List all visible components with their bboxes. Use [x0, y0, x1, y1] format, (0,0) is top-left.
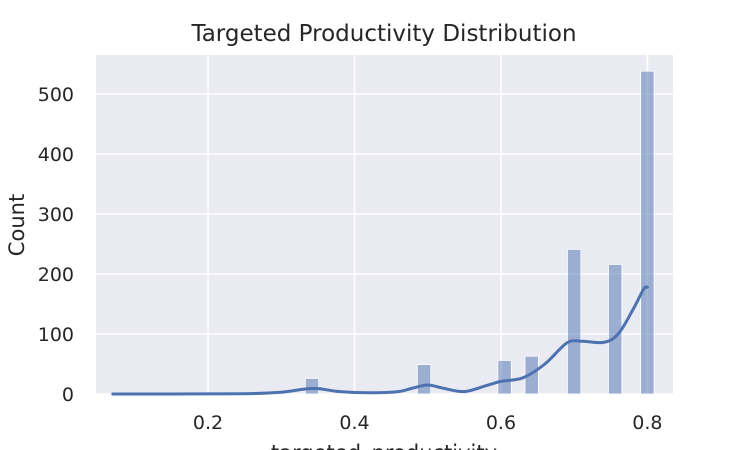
x-tick-labels: 0.2 0.4 0.6 0.8 [193, 412, 663, 434]
y-tick-label: 300 [38, 204, 74, 226]
histogram-bar [640, 70, 655, 395]
plot-area [96, 55, 673, 394]
histogram-bar [608, 263, 623, 395]
x-axis-label: targeted_productivity [271, 441, 497, 450]
x-tick-label: 0.6 [486, 412, 516, 434]
histogram-bar [524, 355, 539, 395]
kde-line [111, 285, 649, 396]
y-tick-label: 100 [38, 324, 74, 346]
x-tick-label: 0.8 [632, 412, 662, 434]
y-axis-label: Count [5, 194, 29, 256]
x-tick-label: 0.4 [339, 412, 369, 434]
y-tick-label: 200 [38, 264, 74, 286]
chart-title: Targeted Productivity Distribution [190, 21, 576, 47]
y-tick-label: 500 [38, 84, 74, 106]
histogram-bar [304, 377, 320, 395]
x-tick-label: 0.2 [193, 412, 223, 434]
histogram-bar [416, 364, 432, 395]
histogram-bar [497, 359, 512, 395]
y-tick-label: 0 [62, 384, 74, 406]
histogram-bar [567, 248, 582, 395]
y-tick-label: 400 [38, 144, 74, 166]
y-tick-labels: 0 100 200 300 400 500 [38, 84, 74, 406]
